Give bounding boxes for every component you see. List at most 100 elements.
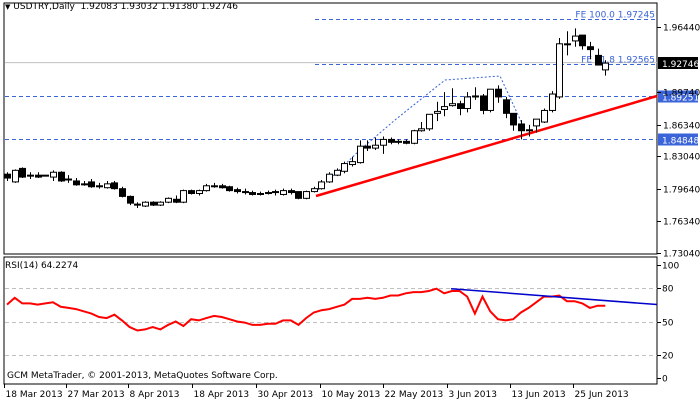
- candle-body-bear: [212, 186, 218, 187]
- candle[interactable]: [143, 201, 149, 207]
- candle-body-bull: [158, 202, 164, 205]
- candle-body-bear: [128, 196, 134, 203]
- candle-body-bear: [20, 168, 26, 177]
- candle[interactable]: [120, 187, 126, 198]
- current-price-tag-text: 1.92746: [662, 60, 699, 70]
- candle-body-bear: [97, 186, 103, 187]
- candle-body-bear: [112, 183, 118, 189]
- candle-body-bull: [573, 36, 579, 41]
- price-tick-label: 1.83040: [663, 153, 700, 163]
- candle[interactable]: [488, 89, 494, 112]
- rsi-title: RSI(14) 64.2274: [5, 261, 78, 271]
- candle-body-bear: [596, 55, 602, 65]
- candle-body-bull: [550, 94, 556, 110]
- date-tick-label: 18 Apr 2013: [194, 390, 250, 400]
- candle[interactable]: [158, 201, 164, 206]
- candle[interactable]: [342, 162, 348, 174]
- candle-body-bear: [135, 204, 141, 205]
- level-price-tag-text: 1.84848: [662, 137, 699, 147]
- candle[interactable]: [327, 172, 333, 183]
- candle-body-bear: [389, 139, 395, 142]
- symbol-timeframe: USDTRY,Daily: [13, 2, 75, 12]
- candle[interactable]: [542, 109, 548, 123]
- candle-body-bull: [197, 191, 203, 194]
- candle-body-bull: [273, 192, 279, 193]
- candle-body-bull: [419, 129, 425, 131]
- candle[interactable]: [227, 186, 233, 192]
- candle-body-bear: [89, 182, 95, 187]
- candle-body-bear: [519, 124, 525, 131]
- candle-body-bull: [51, 172, 57, 177]
- candle-body-bull: [327, 174, 333, 182]
- candle[interactable]: [304, 191, 310, 200]
- candle-body-bull: [166, 198, 172, 202]
- candle[interactable]: [13, 169, 19, 183]
- candle-body-bull: [266, 193, 272, 194]
- candle-body-bull: [373, 145, 379, 148]
- date-tick-label: 25 Jun 2013: [575, 390, 629, 400]
- date-tick-label: 13 Jun 2013: [512, 390, 566, 400]
- date-tick-label: 27 Mar 2013: [68, 390, 125, 400]
- candle-body-bear: [74, 181, 80, 185]
- candle-body-bull: [43, 175, 49, 176]
- candle[interactable]: [43, 175, 49, 176]
- candle-body-bull: [312, 189, 318, 192]
- rsi-tick-label: 80: [662, 285, 674, 295]
- copyright-text: GCM MetaTrader, © 2001-2013, MetaQuotes …: [7, 371, 278, 381]
- candle-body-bull: [335, 170, 341, 175]
- price-tick-label: 1.76340: [663, 218, 700, 228]
- candle-body-bull: [204, 186, 210, 191]
- candle-body-bear: [220, 186, 226, 188]
- candle-body-bull: [465, 97, 471, 109]
- candle-body-bull: [143, 202, 149, 206]
- level-label: FE 61.8 1.92565: [581, 56, 655, 66]
- candle[interactable]: [319, 180, 325, 190]
- rsi-tick-label: 20: [662, 352, 674, 362]
- candle-body-bull: [304, 192, 310, 199]
- candle-body-bear: [504, 100, 510, 114]
- price-tick-label: 1.73040: [663, 250, 700, 260]
- candle[interactable]: [296, 192, 302, 200]
- candle-body-bull: [281, 191, 287, 195]
- candle-body-bear: [458, 104, 464, 109]
- candle-body-bull: [435, 111, 441, 113]
- chart-title: ▼ USDTRY,Daily 1.92083 1.93032 1.91380 1…: [5, 2, 238, 12]
- candle[interactable]: [20, 167, 26, 178]
- candle-body-bear: [59, 172, 65, 181]
- candle-body-bear: [151, 202, 157, 205]
- candle-body-bull: [527, 130, 533, 131]
- candle-body-bear: [588, 47, 594, 50]
- candle-body-bear: [227, 187, 233, 191]
- candle-body-bull: [542, 110, 548, 122]
- candle[interactable]: [550, 91, 556, 112]
- candle-body-bear: [365, 146, 371, 148]
- candle[interactable]: [427, 114, 433, 130]
- candle[interactable]: [166, 197, 172, 203]
- candle-body-bear: [235, 190, 241, 192]
- candle-body-bull: [105, 184, 111, 188]
- candle[interactable]: [557, 38, 563, 99]
- candle-body-bear: [66, 179, 72, 180]
- candle[interactable]: [181, 190, 187, 204]
- candle-body-bull: [557, 44, 563, 97]
- date-tick-label: 8 Apr 2013: [130, 390, 180, 400]
- candle[interactable]: [151, 201, 157, 206]
- candle-body-bull: [565, 44, 571, 45]
- candle-body-bear: [82, 184, 88, 185]
- candle[interactable]: [189, 190, 195, 195]
- rsi-tick-label: 0: [662, 375, 668, 385]
- triangle-down-icon[interactable]: ▼: [5, 3, 10, 11]
- candle[interactable]: [59, 171, 65, 182]
- candle-body-bear: [404, 141, 410, 143]
- candle-body-bull: [350, 162, 356, 165]
- candle-body-bull: [358, 146, 364, 162]
- candle-body-bear: [580, 35, 586, 46]
- candle-body-bull: [181, 191, 187, 203]
- rsi-panel-frame: [4, 257, 657, 384]
- price-tick-label: 1.79640: [663, 186, 700, 196]
- candle-body-bull: [258, 194, 264, 195]
- candle[interactable]: [128, 195, 134, 205]
- candle[interactable]: [412, 130, 418, 144]
